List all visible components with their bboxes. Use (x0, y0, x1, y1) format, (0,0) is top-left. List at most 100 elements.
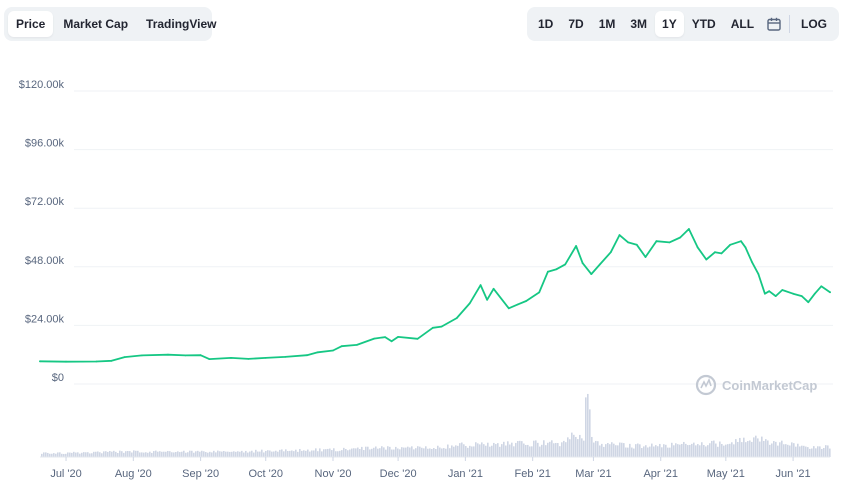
price-point (575, 245, 577, 247)
volume-bar (825, 445, 827, 457)
volume-bar (235, 451, 237, 457)
volume-bar (547, 442, 549, 457)
volume-bar (275, 450, 277, 457)
volume-bar (175, 451, 177, 457)
y-axis: $0 $24.00k $48.00k $72.00k $96.00k $120.00k (19, 79, 65, 384)
volume-bar (99, 452, 101, 457)
price-point (618, 234, 621, 237)
volume-bar (813, 446, 815, 457)
x-tick-label: Aug '20 (115, 468, 152, 480)
volume-bar (557, 443, 559, 457)
tab-tradingview[interactable]: TradingView (146, 17, 217, 31)
range-tab-ytd[interactable]: YTD (691, 17, 716, 31)
log-scale-toggle[interactable]: LOG (801, 17, 827, 31)
volume-bar (501, 444, 503, 457)
time-range-tabs: 1D 7D 1M 3M 1Y YTD ALL LOG (527, 7, 839, 41)
volume-bar (411, 446, 413, 457)
volume-bar (193, 452, 195, 457)
volume-bar (735, 439, 737, 457)
volume-bar (551, 440, 553, 457)
volume-bar (689, 444, 691, 457)
volume-bar (719, 441, 721, 457)
volume-bar (351, 448, 353, 457)
volume-bar (179, 452, 181, 457)
volume-bar (163, 451, 165, 457)
volume-bar (369, 449, 371, 457)
range-tab-3m[interactable]: 3M (630, 17, 648, 31)
volume-bar (463, 444, 465, 457)
volume-bar (471, 446, 473, 457)
volume-bar (765, 439, 767, 457)
range-tab-all[interactable]: ALL (730, 17, 755, 31)
price-point (547, 270, 549, 273)
volume-bar (639, 444, 641, 457)
price-point (306, 354, 308, 357)
volume-bar (497, 443, 499, 457)
y-tick-label: $48.00k (25, 255, 65, 267)
price-point (555, 268, 558, 271)
volume-bar (625, 447, 627, 457)
volume-bar (357, 447, 359, 457)
volume-bar (679, 444, 681, 457)
volume-bar (189, 450, 191, 457)
volume-bar (573, 434, 575, 457)
volume-bar (821, 448, 823, 457)
tab-price[interactable]: Price (8, 11, 54, 37)
volume-bar (331, 450, 333, 457)
price-point (455, 317, 458, 319)
volume-bar (441, 448, 443, 457)
volume-bar (613, 443, 615, 457)
volume-bar (453, 446, 455, 457)
price-point (764, 292, 766, 295)
price-point (538, 291, 541, 294)
x-tick-label: Jan '21 (448, 468, 483, 480)
volume-bar (243, 452, 245, 457)
volume-bar (581, 438, 583, 457)
volume-bar (567, 437, 569, 457)
chart-type-tabs: Price Market Cap TradingView (4, 7, 217, 41)
volume-bar (233, 451, 235, 457)
price-point (184, 354, 187, 357)
volume-bar (123, 452, 125, 457)
volume-bar (799, 446, 801, 457)
volume-bar (741, 442, 743, 457)
volume-bar (667, 447, 669, 457)
grid-lines (74, 90, 833, 385)
tab-market-cap[interactable]: Market Cap (63, 17, 129, 31)
x-tick-label: Apr '21 (643, 468, 678, 480)
price-point (768, 290, 771, 293)
price-point (751, 261, 753, 263)
range-tab-7d[interactable]: 7D (568, 17, 584, 31)
x-tick-label: Mar '21 (575, 468, 611, 480)
volume-bar (791, 442, 793, 457)
range-tab-1d[interactable]: 1D (538, 17, 554, 31)
volume-bar (691, 443, 693, 457)
range-tab-1m[interactable]: 1M (598, 17, 616, 31)
price-point (720, 252, 723, 255)
volume-bar (419, 446, 421, 457)
volume-bar (673, 445, 675, 457)
volume-bar (181, 451, 183, 457)
volume-bar (79, 453, 81, 457)
volume-bar (499, 446, 501, 457)
volume-bar (433, 448, 435, 457)
volume-bar (643, 446, 645, 457)
volume-bar (683, 441, 685, 457)
price-point (356, 344, 358, 346)
volume-bar (315, 448, 317, 457)
price-point (110, 359, 113, 362)
calendar-icon[interactable] (762, 11, 785, 37)
volume-bar (709, 443, 711, 457)
volume-bar (409, 447, 411, 457)
volume-bar (381, 446, 383, 457)
y-tick-label: $96.00k (25, 138, 65, 150)
y-tick-label: $120.00k (19, 79, 65, 91)
volume-bar (365, 446, 367, 457)
volume-bar (421, 447, 423, 457)
volume-bar (239, 451, 241, 457)
range-tab-1y[interactable]: 1Y (655, 11, 684, 37)
coinmarketcap-logo-mark (700, 377, 712, 389)
price-point (644, 256, 647, 258)
volume-bar (255, 449, 257, 457)
